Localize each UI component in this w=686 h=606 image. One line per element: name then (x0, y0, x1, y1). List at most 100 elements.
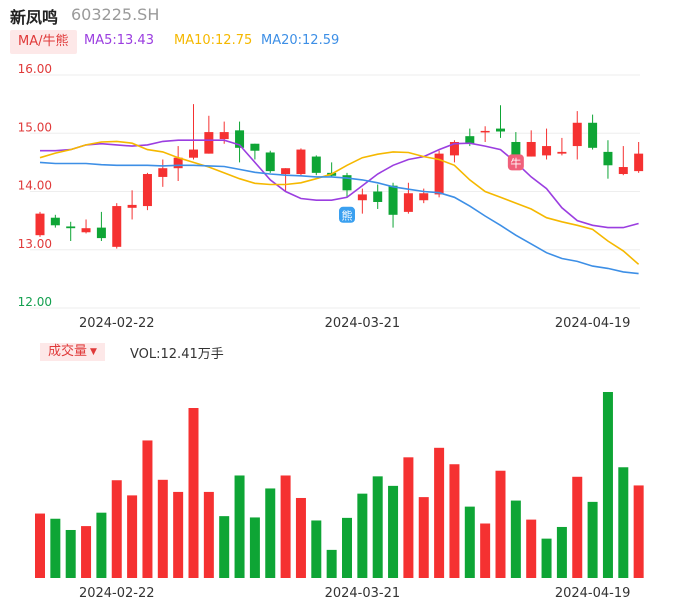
candle (158, 159, 168, 187)
candle (634, 141, 644, 173)
candle (66, 221, 76, 242)
candle-body (35, 213, 45, 236)
candle (480, 126, 490, 142)
x-tick-label: 2024-04-19 (555, 316, 631, 331)
bear-marker-bg (339, 206, 355, 223)
ma10-legend: MA10:12.75 (174, 33, 253, 48)
x-tick-label: 2024-04-19 (555, 586, 631, 601)
candle-body (603, 151, 613, 166)
candle-body (618, 167, 628, 175)
volume-bar (633, 485, 644, 578)
candlestick-chart: 16.00 15.00 14.00 13.00 12.00 熊 牛 2024-02-22 202… (18, 62, 644, 331)
volume-bar (510, 500, 521, 578)
candle-body (112, 206, 122, 247)
volume-indicator-toggle[interactable]: 成交量 ▼ (40, 343, 105, 361)
volume-bar (203, 491, 214, 578)
candle-body (434, 153, 444, 195)
y-tick-label: 13.00 (18, 237, 52, 251)
candle-body (219, 132, 229, 140)
volume-bar (556, 526, 567, 578)
candle-body (480, 130, 490, 133)
x-tick-label: 2024-02-22 (79, 586, 155, 601)
volume-bar (587, 501, 598, 578)
candle-body (204, 132, 214, 154)
candle (603, 140, 613, 179)
ma20-legend: MA20:12.59 (261, 33, 340, 48)
candle (572, 111, 582, 160)
volume-bar (602, 392, 613, 578)
candle (204, 115, 214, 154)
candle-body (526, 141, 536, 157)
candle-body (50, 217, 60, 226)
volume-indicator-label: 成交量 (48, 344, 88, 359)
volume-bar (35, 513, 45, 578)
volume-bar (311, 520, 322, 578)
candle-body (496, 128, 505, 132)
candle (35, 211, 45, 237)
volume-bar (157, 479, 168, 578)
candle-body (250, 143, 260, 151)
volume-bar (464, 506, 475, 578)
bull-face-icon: 牛 (507, 154, 524, 171)
ma-indicator-toggle[interactable]: MA/牛熊 (10, 30, 77, 54)
volume-bar (111, 480, 122, 578)
volume-bar (342, 517, 352, 578)
y-tick-label: 12.00 (18, 295, 52, 309)
candle (250, 143, 260, 160)
candle-body (342, 175, 352, 191)
volume-bar (50, 518, 61, 578)
candle-body (296, 149, 306, 175)
candle-body (357, 194, 367, 201)
ma5-legend: MA5:13.43 (84, 33, 154, 48)
candle-body (265, 152, 275, 172)
candle-body (311, 156, 321, 173)
candle (373, 184, 383, 209)
candle (311, 155, 321, 176)
candle (542, 128, 552, 160)
candle-body (127, 204, 137, 208)
candle (296, 148, 306, 176)
volume-bar (618, 467, 629, 578)
candle-body (557, 151, 567, 154)
volume-bar (81, 526, 92, 578)
candle (112, 203, 122, 249)
volume-bar (65, 529, 76, 578)
candle-body (173, 157, 183, 169)
candle-body (235, 130, 245, 148)
stock-code: 603225.SH (71, 5, 160, 24)
candle (357, 188, 367, 214)
candle (50, 214, 60, 228)
volume-bar (173, 491, 184, 578)
candle (265, 150, 275, 173)
stock-name: 新凤鸣 (10, 8, 59, 27)
candle-body (158, 168, 168, 177)
candle-body (189, 149, 198, 158)
candle (588, 114, 598, 150)
bear-face-icon: 熊 (339, 206, 355, 223)
ma20-line (39, 161, 639, 275)
volume-bar (541, 538, 552, 578)
volume-bar (234, 475, 245, 578)
volume-bar (572, 476, 583, 578)
candle (388, 182, 398, 228)
bull-marker-label: 牛 (510, 156, 521, 170)
candle (189, 104, 198, 160)
volume-chart: 2024-02-22 2024-03-21 2024-04-19 (35, 392, 644, 601)
candle-body (588, 122, 598, 148)
x-tick-label: 2024-03-21 (325, 316, 401, 331)
candle-body (403, 193, 413, 212)
candle (142, 172, 152, 211)
volume-bar (434, 447, 445, 578)
volume-bar (480, 523, 491, 578)
candle-body (96, 227, 106, 239)
x-tick-label: 2024-02-22 (79, 316, 155, 331)
volume-bar (357, 493, 368, 578)
candle-body (465, 136, 475, 144)
bull-marker-bg (507, 154, 524, 171)
volume-bar (127, 495, 138, 578)
volume-bar (265, 488, 276, 578)
candle (342, 172, 352, 198)
candle (434, 150, 444, 198)
volume-bar (388, 485, 399, 578)
y-tick-label: 14.00 (18, 179, 52, 193)
